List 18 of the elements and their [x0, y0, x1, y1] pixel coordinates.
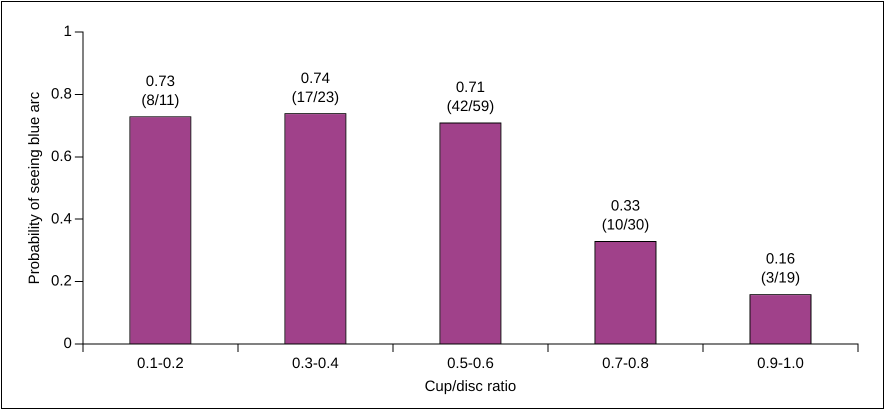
data-label: 0.33 (10/30): [602, 198, 650, 234]
y-tick-label: 0.8: [50, 86, 72, 103]
x-tick-label: 0.3-0.4: [292, 355, 339, 372]
y-tick-label: 0: [64, 335, 72, 352]
data-label: 0.16 (3/19): [760, 250, 800, 287]
x-axis-title: Cup/disc ratio: [424, 378, 516, 396]
y-axis-title: Probability of seeing blue arc: [26, 91, 44, 284]
y-tick-label: 0.6: [50, 148, 72, 165]
x-tick-label: 0.1-0.2: [137, 355, 184, 372]
y-tick-label: 1: [64, 23, 72, 40]
y-tick-label: 0.2: [50, 272, 72, 290]
y-tick-label: 0.4: [50, 210, 72, 228]
data-label: 0.73 (8/11): [141, 72, 180, 109]
data-label: 0.71 (42/59): [446, 79, 494, 116]
data-label: 0.74 (17/23): [292, 70, 340, 106]
x-tick-label: 0.5-0.6: [447, 355, 494, 372]
x-tick-label: 0.9-1.0: [757, 355, 804, 372]
x-tick-label: 0.7-0.8: [602, 355, 649, 372]
